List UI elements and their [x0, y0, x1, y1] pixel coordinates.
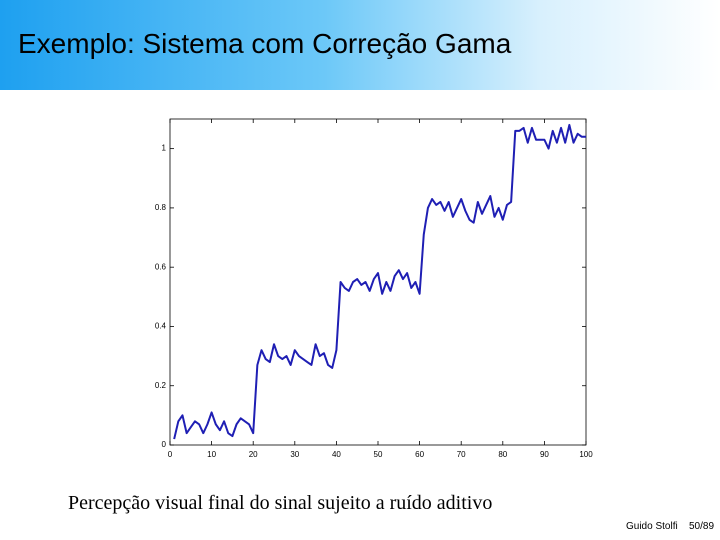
page-number: 50/89 [689, 521, 715, 532]
x-tick-label: 30 [290, 450, 299, 459]
x-tick-label: 80 [498, 450, 507, 459]
author: Guido Stolfi [626, 521, 678, 532]
y-tick-label: 0.8 [155, 203, 167, 212]
x-tick-label: 60 [415, 450, 424, 459]
x-tick-label: 10 [207, 450, 216, 459]
y-tick-label: 0.2 [155, 381, 167, 390]
data-line [173, 123, 586, 440]
title-band [0, 0, 720, 90]
x-tick-label: 90 [540, 450, 549, 459]
y-tick-label: 0 [162, 440, 167, 449]
y-tick-label: 1 [162, 144, 167, 153]
y-tick-label: 0.4 [155, 322, 167, 331]
caption: Percepção visual final do sinal sujeito … [68, 492, 493, 514]
x-tick-label: 40 [332, 450, 341, 459]
x-tick-label: 100 [579, 450, 593, 459]
x-tick-label: 50 [374, 450, 383, 459]
x-tick-label: 0 [168, 450, 173, 459]
y-tick-label: 0.6 [155, 262, 167, 271]
x-tick-label: 20 [249, 450, 258, 459]
slide-title: Exemplo: Sistema com Correção Gama [18, 28, 512, 59]
plot-frame [169, 118, 587, 446]
x-tick-label: 70 [457, 450, 466, 459]
